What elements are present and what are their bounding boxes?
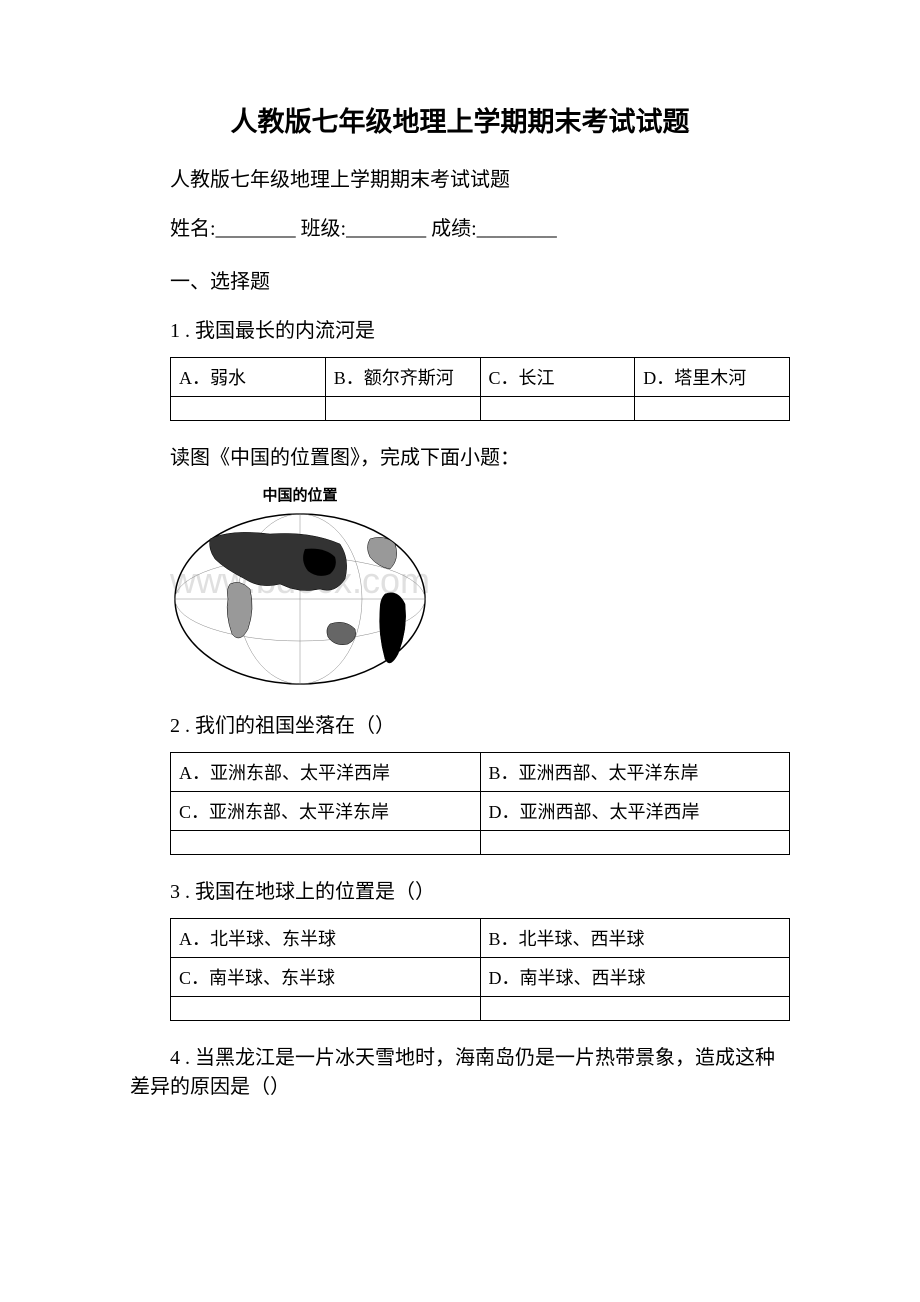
name-blank: ________ [216,218,296,240]
table-row [171,397,790,421]
empty-cell [480,831,790,855]
student-info-line: 姓名:________ 班级:________ 成绩:________ [130,212,790,241]
empty-cell [171,997,481,1021]
question-3-options-table: A．北半球、东半球 B．北半球、西半球 C．南半球、东半球 D．南半球、西半球 [170,918,790,1021]
question-2-options-table: A．亚洲东部、太平洋西岸 B．亚洲西部、太平洋东岸 C．亚洲东部、太平洋东岸 D… [170,752,790,855]
table-row [171,831,790,855]
option-d: D．塔里木河 [635,358,790,397]
empty-cell [635,397,790,421]
option-d: D．亚洲西部、太平洋西岸 [480,792,790,831]
option-a: A．亚洲东部、太平洋西岸 [171,753,481,792]
question-4-text: 4 . 当黑龙江是一片冰天雪地时，海南岛仍是一片热带景象，造成这种差异的原因是（… [130,1041,790,1099]
option-b: B．额尔齐斯河 [325,358,480,397]
question-1-options-table: A．弱水 B．额尔齐斯河 C．长江 D．塔里木河 [170,357,790,421]
world-map-icon [170,509,430,689]
table-row: A．亚洲东部、太平洋西岸 B．亚洲西部、太平洋东岸 [171,753,790,792]
empty-cell [171,397,326,421]
option-c: C．亚洲东部、太平洋东岸 [171,792,481,831]
table-row: A．北半球、东半球 B．北半球、西半球 [171,919,790,958]
question-2-text: 2 . 我们的祖国坐落在（） [130,709,790,738]
china-position-map: www.bdocx.com [170,509,430,689]
table-row: C．亚洲东部、太平洋东岸 D．亚洲西部、太平洋西岸 [171,792,790,831]
empty-cell [325,397,480,421]
map-instruction: 读图《中国的位置图》，完成下面小题： [130,441,790,470]
option-a: A．北半球、东半球 [171,919,481,958]
empty-cell [480,397,635,421]
option-a: A．弱水 [171,358,326,397]
question-1-text: 1 . 我国最长的内流河是 [130,314,790,343]
option-c: C．长江 [480,358,635,397]
option-d: D．南半球、西半球 [480,958,790,997]
class-blank: ________ [346,218,426,240]
class-label: 班级: [301,218,347,240]
score-label: 成绩: [431,218,477,240]
table-row: C．南半球、东半球 D．南半球、西半球 [171,958,790,997]
score-blank: ________ [477,218,557,240]
section-1-title: 一、选择题 [130,265,790,294]
subtitle: 人教版七年级地理上学期期末考试试题 [130,163,790,192]
name-label: 姓名: [170,218,216,240]
option-b: B．北半球、西半球 [480,919,790,958]
empty-cell [480,997,790,1021]
question-3-text: 3 . 我国在地球上的位置是（） [130,875,790,904]
table-row [171,997,790,1021]
page-title: 人教版七年级地理上学期期末考试试题 [130,100,790,139]
table-row: A．弱水 B．额尔齐斯河 C．长江 D．塔里木河 [171,358,790,397]
map-caption: 中国的位置 [170,484,430,505]
option-b: B．亚洲西部、太平洋东岸 [480,753,790,792]
option-c: C．南半球、东半球 [171,958,481,997]
empty-cell [171,831,481,855]
